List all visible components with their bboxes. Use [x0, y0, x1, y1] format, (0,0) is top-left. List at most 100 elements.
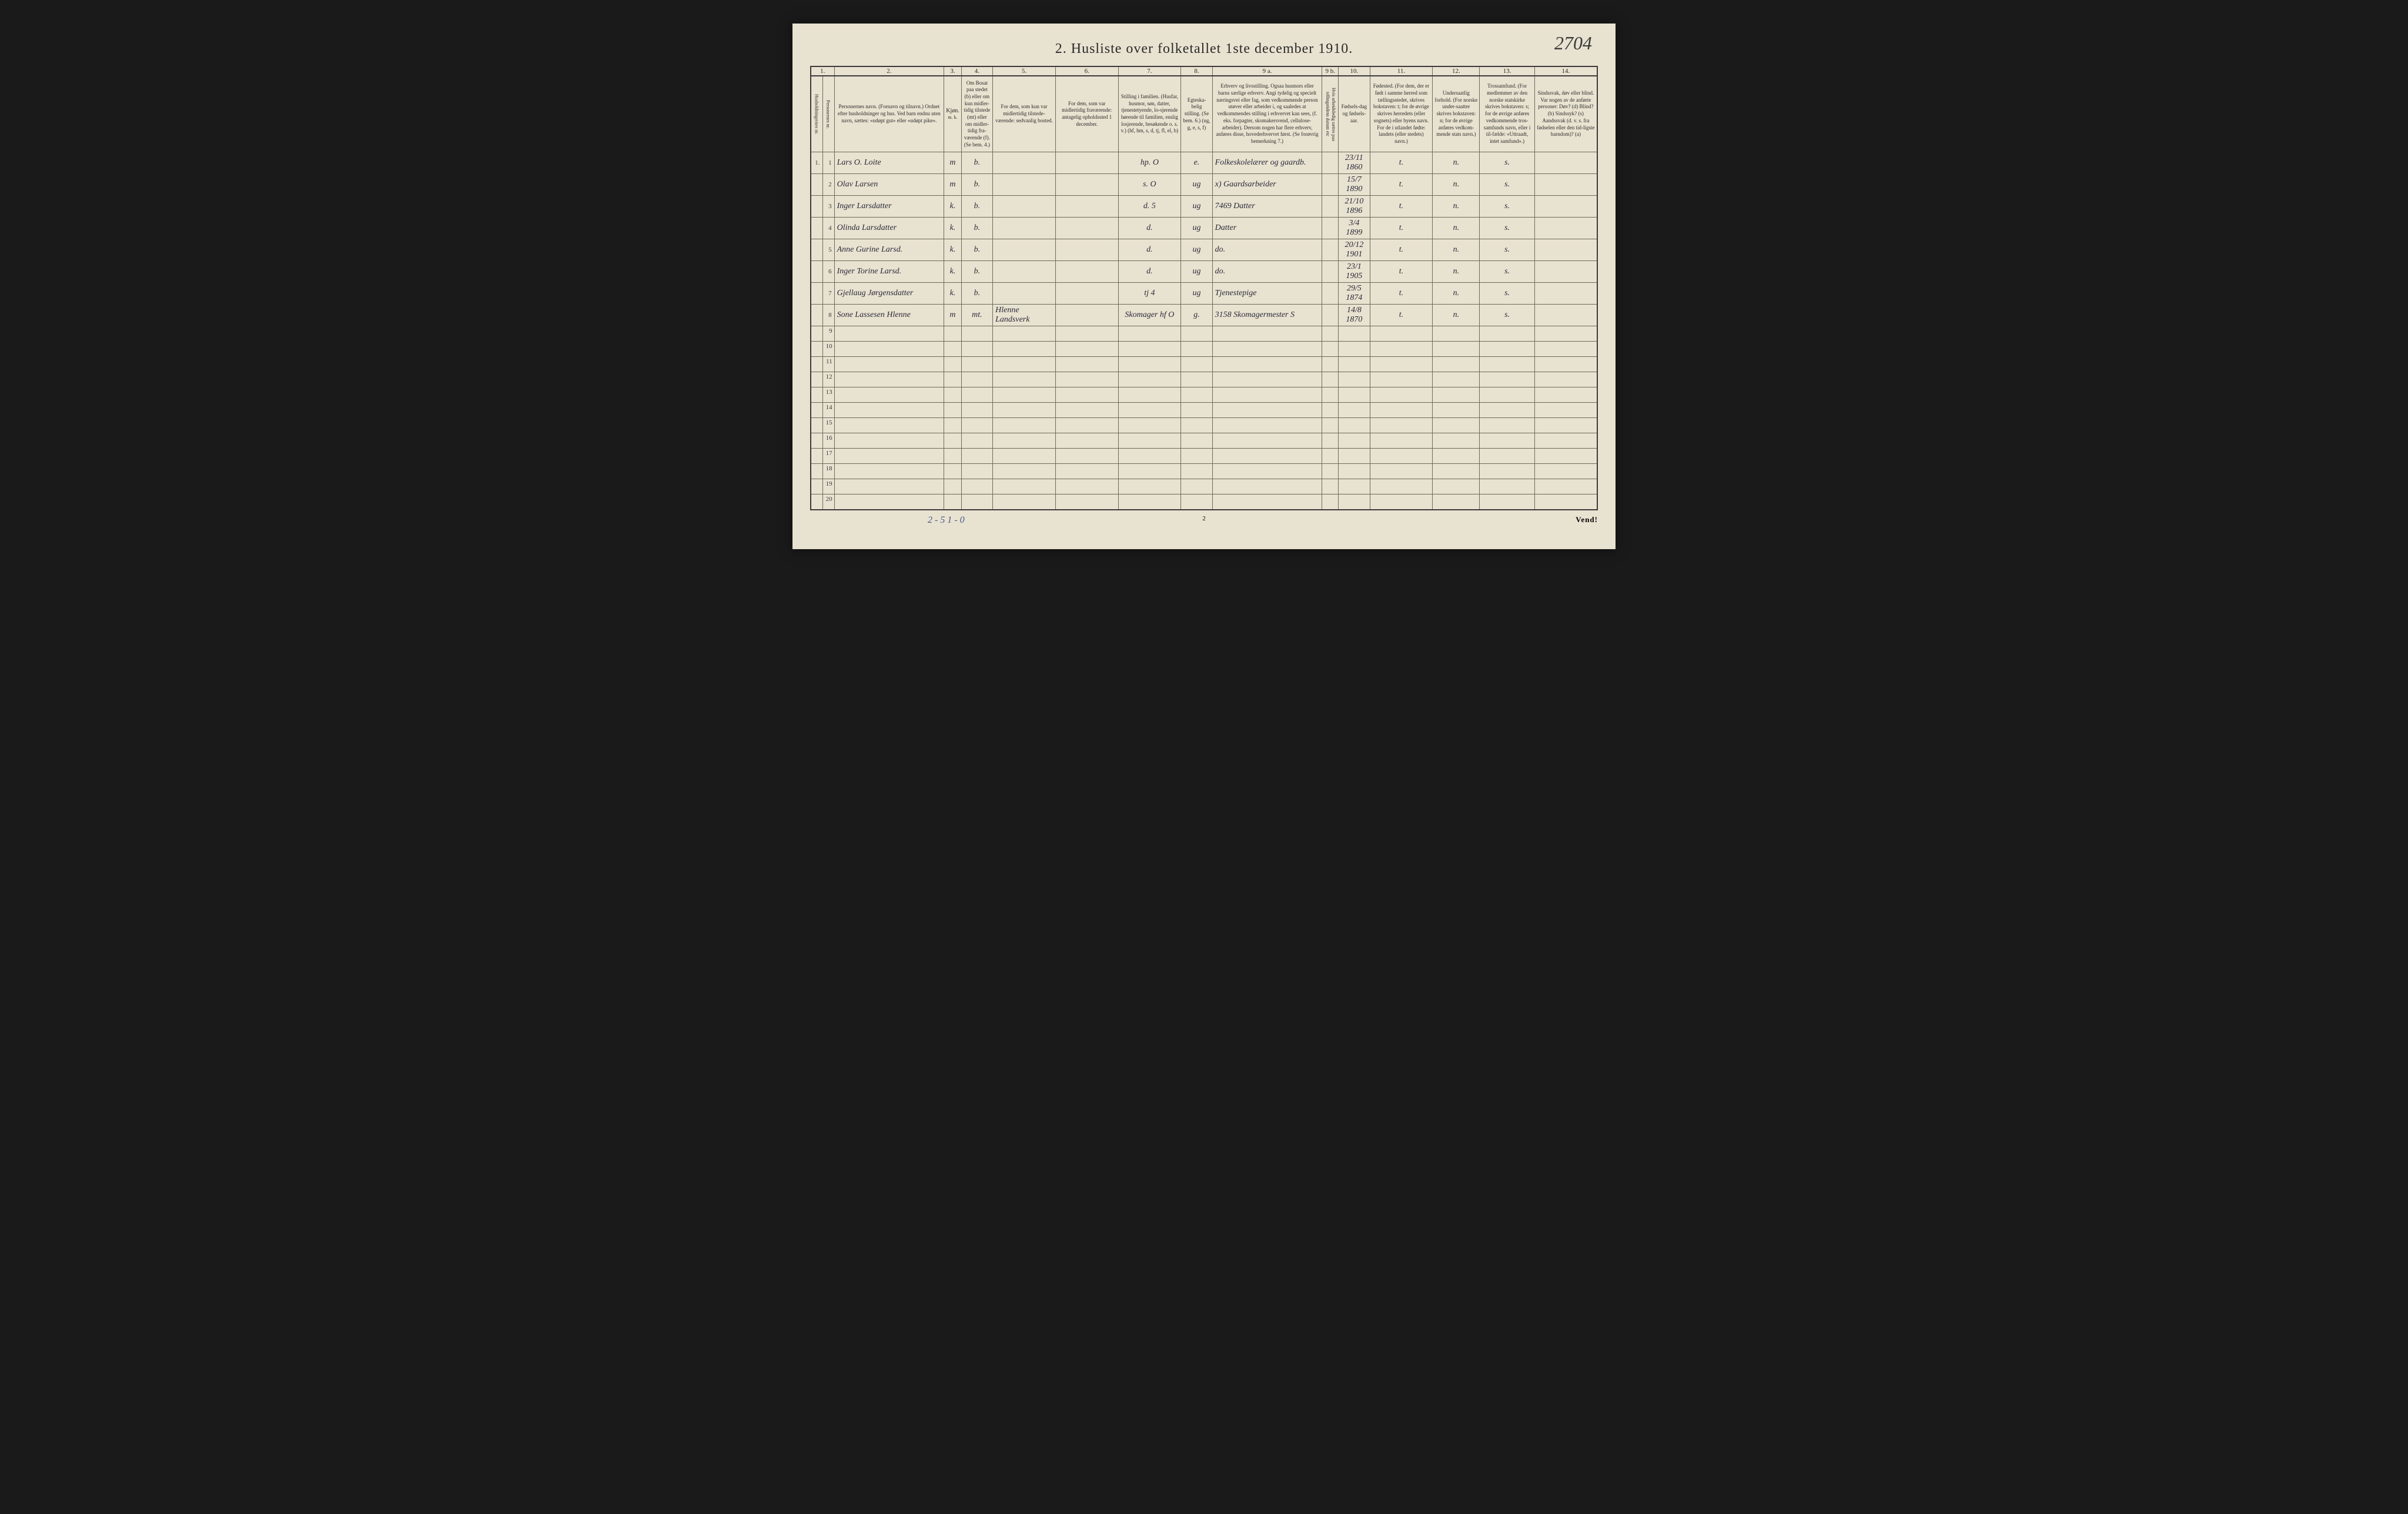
cell: 23/11 1860 — [1339, 152, 1370, 174]
cell — [834, 372, 944, 387]
cell — [1055, 239, 1118, 261]
cell — [1322, 218, 1339, 239]
cell — [1322, 342, 1339, 357]
cell — [993, 196, 1056, 218]
cell: tj 4 — [1118, 283, 1181, 305]
footer-tally: 2 - 5 1 - 0 — [810, 515, 965, 526]
cell — [834, 433, 944, 449]
cell — [1322, 387, 1339, 403]
cell: s. — [1480, 174, 1534, 196]
cell: 12 — [822, 372, 834, 387]
table-row: 2Olav Larsenmb.s. Ougx) Gaardsarbeider15… — [811, 174, 1597, 196]
cell: Datter — [1212, 218, 1322, 239]
cell: k. — [944, 283, 962, 305]
cell — [961, 372, 992, 387]
cell — [1433, 418, 1480, 433]
cell: 3158 Skomagermester S — [1212, 305, 1322, 326]
col-header: Personernes navn. (Fornavn og tilnavn.) … — [834, 76, 944, 152]
cell — [1322, 174, 1339, 196]
cell — [834, 418, 944, 433]
footer-page-num: 2 — [1202, 515, 1206, 522]
cell — [1181, 433, 1212, 449]
handwritten-page-number: 2704 — [1554, 32, 1592, 54]
cell — [1181, 342, 1212, 357]
cell: t. — [1370, 283, 1433, 305]
cell — [1339, 326, 1370, 342]
col-header: Fødested. (For dem, der er født i samme … — [1370, 76, 1433, 152]
cell: ug — [1181, 218, 1212, 239]
cell: t. — [1370, 261, 1433, 283]
cell: m — [944, 152, 962, 174]
cell — [1322, 357, 1339, 372]
cell — [1534, 305, 1597, 326]
cell — [1534, 433, 1597, 449]
col-num: 7. — [1118, 66, 1181, 76]
cell: 2 — [822, 174, 834, 196]
cell — [834, 387, 944, 403]
col-header: Fødsels-dag og fødsels-aar. — [1339, 76, 1370, 152]
cell — [944, 342, 962, 357]
cell — [1181, 479, 1212, 494]
table-row: 5Anne Gurine Larsd.k.b.d.ugdo.20/12 1901… — [811, 239, 1597, 261]
cell: ug — [1181, 261, 1212, 283]
cell: 23/1 1905 — [1339, 261, 1370, 283]
cell — [1534, 494, 1597, 510]
col-num: 14. — [1534, 66, 1597, 76]
cell: 14 — [822, 403, 834, 418]
cell — [1339, 479, 1370, 494]
footer-turn: Vend! — [1576, 515, 1598, 526]
cell — [1534, 283, 1597, 305]
cell: 11 — [822, 357, 834, 372]
cell — [1118, 449, 1181, 464]
cell: s. — [1480, 239, 1534, 261]
col-header: Sindssvak, døv eller blind. Var nogen av… — [1534, 76, 1597, 152]
cell — [993, 283, 1056, 305]
table-row: 18 — [811, 464, 1597, 479]
cell — [811, 372, 822, 387]
cell: Anne Gurine Larsd. — [834, 239, 944, 261]
cell — [1534, 464, 1597, 479]
cell: Inger Torine Larsd. — [834, 261, 944, 283]
cell — [961, 433, 992, 449]
cell: d. — [1118, 261, 1181, 283]
page-title: 2. Husliste over folketallet 1ste decemb… — [810, 41, 1598, 57]
cell: 15 — [822, 418, 834, 433]
cell — [834, 464, 944, 479]
cell: ug — [1181, 283, 1212, 305]
cell: mt. — [961, 305, 992, 326]
cell — [834, 326, 944, 342]
cell: 7469 Datter — [1212, 196, 1322, 218]
cell — [961, 387, 992, 403]
cell — [961, 449, 992, 464]
cell — [961, 326, 992, 342]
cell: b. — [961, 152, 992, 174]
cell — [1055, 261, 1118, 283]
cell — [1339, 387, 1370, 403]
cell — [1118, 433, 1181, 449]
col-num: 4. — [961, 66, 992, 76]
cell — [1534, 174, 1597, 196]
cell: 1. — [811, 152, 822, 174]
cell: ug — [1181, 196, 1212, 218]
cell — [1055, 357, 1118, 372]
cell — [1055, 403, 1118, 418]
table-row: 11 — [811, 357, 1597, 372]
cell — [1480, 342, 1534, 357]
cell — [1181, 494, 1212, 510]
cell — [1055, 449, 1118, 464]
cell — [993, 418, 1056, 433]
cell: n. — [1433, 218, 1480, 239]
cell — [1480, 464, 1534, 479]
cell: t. — [1370, 305, 1433, 326]
cell: Inger Larsdatter — [834, 196, 944, 218]
col-header: For dem, som var midlertidig fraværende:… — [1055, 76, 1118, 152]
cell — [811, 174, 822, 196]
table-row: 16 — [811, 433, 1597, 449]
cell: Gjellaug Jørgensdatter — [834, 283, 944, 305]
cell — [1480, 449, 1534, 464]
cell: Skomager hf O — [1118, 305, 1181, 326]
cell: hp. O — [1118, 152, 1181, 174]
col-header: Stilling i familien. (Husfar, husmor, sø… — [1118, 76, 1181, 152]
cell — [1212, 433, 1322, 449]
cell — [1055, 342, 1118, 357]
